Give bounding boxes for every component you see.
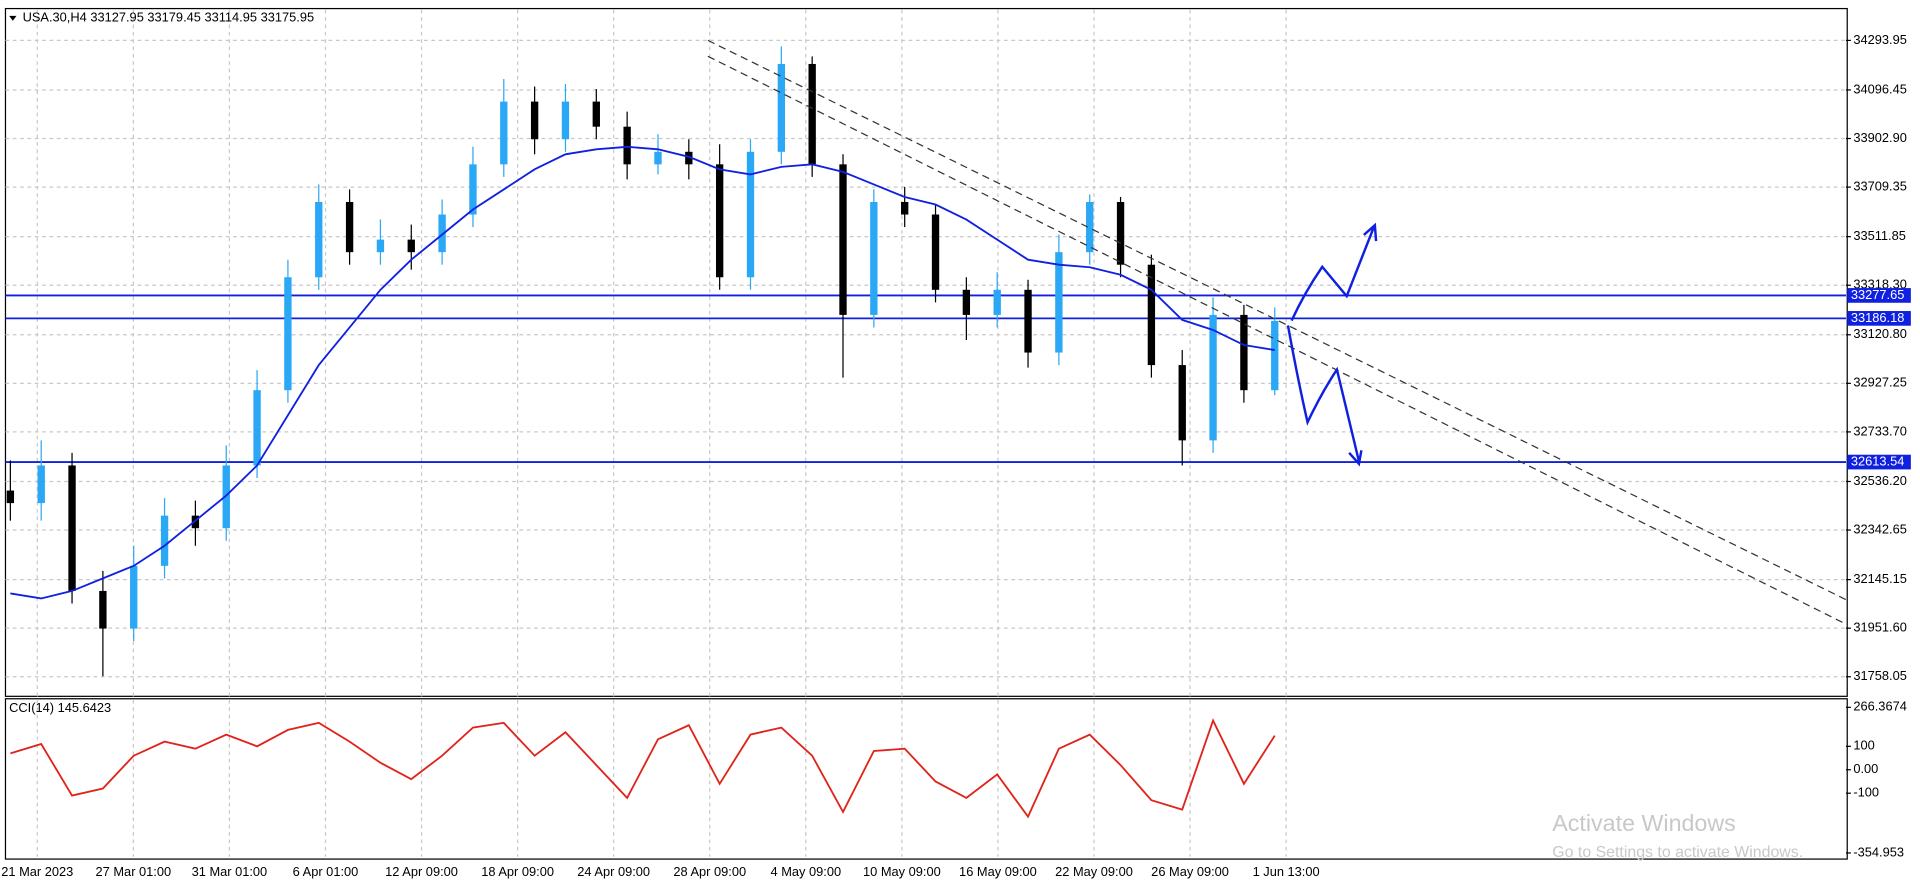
date-label: 26 May 09:00	[1151, 864, 1229, 879]
price-tick-label: 33902.90	[1853, 130, 1907, 145]
level-label: 33186.18	[1851, 310, 1905, 325]
candle-body	[315, 201, 323, 278]
level-label: 33277.65	[1851, 287, 1905, 302]
level-tag	[1847, 454, 1911, 470]
candle-body	[160, 515, 169, 566]
candle-body	[438, 214, 446, 253]
candle-body	[715, 164, 724, 278]
candle-body	[1055, 252, 1063, 353]
candle-body	[191, 515, 200, 529]
candle-body	[561, 101, 570, 140]
candle-body	[284, 277, 292, 391]
date-label: 16 May 09:00	[959, 864, 1037, 879]
candle-body	[808, 63, 816, 165]
candle-body	[1209, 314, 1217, 441]
date-label: 12 Apr 09:00	[385, 864, 458, 879]
date-label: 6 Apr 01:00	[293, 864, 359, 879]
candle-body	[1147, 264, 1156, 366]
candle-body	[962, 289, 971, 315]
candle-body	[68, 465, 76, 591]
candle-body	[592, 101, 600, 127]
candle-body	[1178, 365, 1186, 441]
price-tick-label: 34096.45	[1853, 81, 1907, 96]
drawn-arrow-up	[1290, 222, 1378, 322]
date-label: 31 Mar 01:00	[192, 864, 268, 879]
header-text: USA.30,H4 33127.95 33179.45 33114.95 331…	[23, 10, 315, 25]
candle-body	[870, 201, 878, 315]
candle-body	[1086, 201, 1094, 253]
candle-body	[1240, 314, 1248, 391]
date-label: 1 Jun 13:00	[1253, 864, 1320, 879]
candle-body	[345, 201, 354, 253]
candle-body	[685, 151, 693, 165]
price-tick-label: 33318.30	[1853, 277, 1907, 292]
cci-line	[10, 718, 1276, 819]
date-label: 4 May 09:00	[771, 864, 842, 879]
cci-tick-label: 100	[1853, 738, 1874, 753]
date-label: 28 Apr 09:00	[673, 864, 746, 879]
cci-label: CCI(14) 145.6423	[9, 700, 111, 715]
candle-body	[37, 465, 45, 504]
price-tick-label: 31951.60	[1853, 620, 1907, 635]
candle-body	[6, 490, 15, 504]
price-tick-label: 32342.65	[1853, 521, 1907, 536]
candle-body	[130, 565, 138, 629]
price-tick-label: 33511.85	[1853, 228, 1906, 243]
date-label: 10 May 09:00	[863, 864, 941, 879]
candle-body	[530, 101, 539, 140]
candle-body	[901, 201, 909, 215]
price-frame	[4, 7, 1848, 697]
date-label: 22 May 09:00	[1055, 864, 1133, 879]
candle-body	[654, 151, 662, 165]
candle-body	[623, 126, 631, 165]
date-label: 18 Apr 09:00	[481, 864, 554, 879]
date-label: 24 Apr 09:00	[577, 864, 650, 879]
moving-average	[10, 145, 1275, 600]
candle-body	[993, 289, 1001, 315]
cci-frame	[4, 698, 1848, 860]
price-tick-label: 31758.05	[1853, 668, 1907, 683]
candle-body	[777, 63, 786, 152]
candle-body	[839, 164, 847, 315]
candle-body	[222, 465, 230, 529]
price-tick-label: 33709.35	[1853, 178, 1907, 193]
price-tick-label: 32145.15	[1853, 571, 1907, 586]
price-tick-label: 33120.80	[1853, 326, 1907, 341]
cci-tick-label: 0.00	[1853, 761, 1878, 776]
price-tick-label: 32733.70	[1853, 423, 1907, 438]
date-label: 21 Mar 2023	[1, 864, 73, 879]
level-tag	[1847, 311, 1911, 326]
price-tick-label: 34293.95	[1853, 32, 1907, 47]
candle-body	[931, 214, 940, 290]
watermark-subtitle: Go to Settings to activate Windows.	[1552, 844, 1803, 861]
candle-body	[1024, 289, 1032, 353]
trend-line	[707, 55, 1847, 625]
candle-body	[746, 151, 755, 278]
candle-body	[253, 390, 261, 466]
candle-body	[1116, 201, 1125, 265]
candle-body	[407, 239, 415, 253]
price-tick-label: 32927.25	[1853, 375, 1907, 390]
candle-body	[469, 164, 477, 215]
candle-body	[376, 239, 385, 253]
menu-arrow[interactable]	[9, 15, 17, 21]
candle-body	[500, 101, 508, 165]
level-label: 32613.54	[1851, 453, 1905, 468]
drawn-arrow-down	[1286, 325, 1363, 467]
price-tick-label: 32536.20	[1853, 473, 1907, 488]
watermark-title: Activate Windows	[1552, 810, 1735, 836]
cci-tick-label: 266.3674	[1853, 699, 1907, 714]
cci-tick-label: -354.953	[1853, 844, 1904, 859]
trend-line	[707, 39, 1847, 601]
level-tag	[1847, 288, 1911, 303]
candle-body	[1271, 320, 1279, 391]
cci-tick-label: -100	[1853, 785, 1879, 800]
date-label: 27 Mar 01:00	[96, 864, 172, 879]
candle-body	[99, 590, 107, 629]
